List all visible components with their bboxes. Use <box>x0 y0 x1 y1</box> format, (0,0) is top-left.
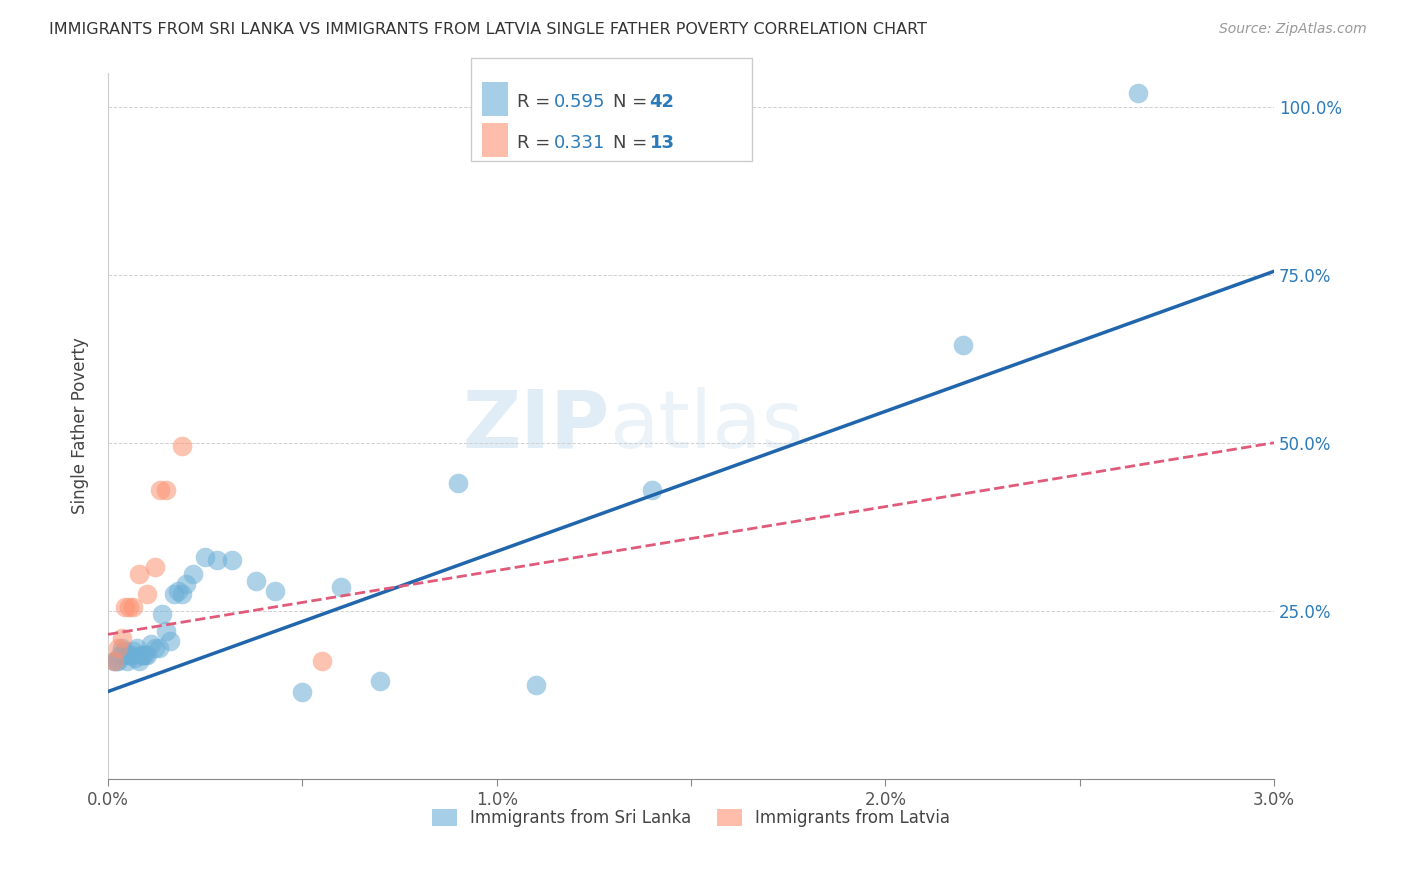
Text: 0.595: 0.595 <box>554 93 606 111</box>
Point <box>110 640 132 655</box>
Point <box>128 566 150 581</box>
Point <box>174 577 197 591</box>
Point <box>1126 86 1149 100</box>
Point <box>104 654 127 668</box>
Point <box>149 483 172 497</box>
Text: R =: R = <box>517 93 557 111</box>
Point <box>194 549 217 564</box>
Point <box>170 587 193 601</box>
Point <box>127 640 149 655</box>
Text: IMMIGRANTS FROM SRI LANKA VS IMMIGRANTS FROM LATVIA SINGLE FATHER POVERTY CORREL: IMMIGRANTS FROM SRI LANKA VS IMMIGRANTS … <box>49 22 927 37</box>
Point <box>524 678 547 692</box>
Y-axis label: Single Father Poverty: Single Father Poverty <box>72 337 89 515</box>
Point <box>311 654 333 668</box>
Text: 42: 42 <box>650 93 675 111</box>
Point <box>124 651 146 665</box>
Point <box>107 654 129 668</box>
Point <box>118 600 141 615</box>
Point <box>128 654 150 668</box>
Point <box>221 553 243 567</box>
Point <box>330 580 353 594</box>
Point <box>205 553 228 567</box>
Point <box>264 583 287 598</box>
Legend: Immigrants from Sri Lanka, Immigrants from Latvia: Immigrants from Sri Lanka, Immigrants fr… <box>426 803 956 834</box>
Point <box>291 684 314 698</box>
Text: Source: ZipAtlas.com: Source: ZipAtlas.com <box>1219 22 1367 37</box>
Point <box>103 654 125 668</box>
Point <box>135 648 157 662</box>
Point <box>152 607 174 622</box>
Point <box>134 648 156 662</box>
Text: atlas: atlas <box>609 387 804 465</box>
Point <box>167 583 190 598</box>
Point <box>368 674 391 689</box>
Point <box>107 640 129 655</box>
Point <box>163 587 186 601</box>
Point <box>122 644 145 658</box>
Point <box>103 654 125 668</box>
Point <box>108 648 131 662</box>
Text: N =: N = <box>613 134 652 152</box>
Point <box>135 587 157 601</box>
Text: 0.331: 0.331 <box>554 134 606 152</box>
Point <box>143 560 166 574</box>
Point <box>122 600 145 615</box>
Point <box>112 644 135 658</box>
Text: 13: 13 <box>650 134 675 152</box>
Point <box>114 648 136 662</box>
Point <box>641 483 664 497</box>
Point <box>952 338 974 352</box>
Point <box>159 634 181 648</box>
Point <box>170 439 193 453</box>
Point <box>245 574 267 588</box>
Point <box>120 648 142 662</box>
Point <box>183 566 205 581</box>
Text: N =: N = <box>613 93 652 111</box>
Point <box>143 640 166 655</box>
Point <box>132 648 155 662</box>
Point <box>447 476 470 491</box>
Point <box>110 631 132 645</box>
Point <box>155 483 177 497</box>
Point <box>155 624 177 638</box>
Point <box>118 648 141 662</box>
Point <box>129 648 152 662</box>
Point <box>114 600 136 615</box>
Text: R =: R = <box>517 134 557 152</box>
Point <box>139 637 162 651</box>
Text: ZIP: ZIP <box>463 387 609 465</box>
Point <box>148 640 170 655</box>
Point <box>117 654 139 668</box>
